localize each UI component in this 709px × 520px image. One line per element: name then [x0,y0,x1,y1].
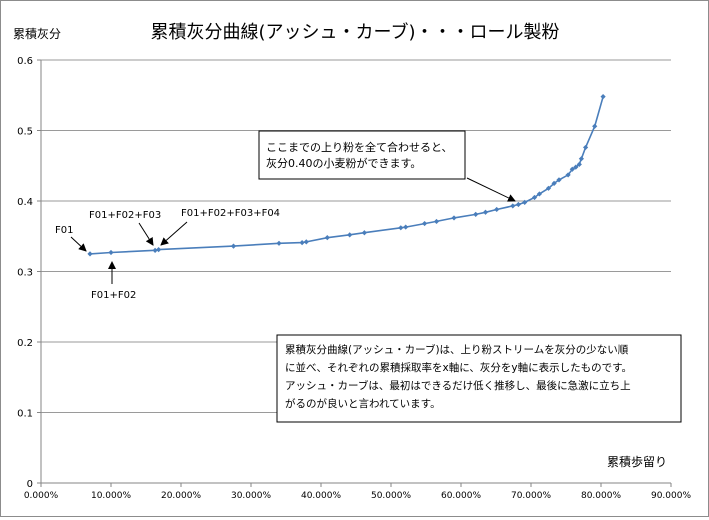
x-tick-label-1: 10.000% [91,491,131,501]
y-tick-label-6: 0.6 [17,56,33,67]
data-point-29 [573,164,579,170]
data-point-8 [324,235,330,241]
y-tick-label-1: 0.1 [17,409,33,420]
annotation-f01-f02-f03-f04: F01+F02+F03+F04 [181,208,280,219]
x-tick-label-7: 70.000% [511,491,551,501]
annotation-f01-f02-f03-arrow [138,222,154,246]
data-point-7 [303,239,309,245]
y-tick-label-3: 0.3 [17,268,33,279]
data-point-14 [433,218,440,225]
data-point-10 [361,230,367,236]
data-point-13 [422,220,428,227]
data-point-17 [482,209,489,215]
data-point-9 [347,232,353,238]
data-point-25 [551,180,557,186]
note-line-1: 累積灰分曲線(アッシュ・カーブ)は、上り粉ストリームを灰分の少ない順 [285,343,629,356]
annotation-f01-arrow [70,236,87,252]
y-tick-label-4: 0.4 [17,197,33,208]
data-point-16 [473,211,479,217]
x-tick-label-9: 90.000% [651,491,691,501]
tick-labels: 0 0.1 0.2 0.3 0.4 0.5 0.6 0.000% 10.000% 20.000% 3… [17,56,691,501]
data-point-26 [556,177,562,183]
x-axis-label: 累積歩留り [607,454,667,469]
data-point-5 [276,240,282,246]
data-point-33 [592,123,598,129]
data-point-3 [156,247,162,253]
x-tick-label-8: 80.000% [581,491,621,501]
data-point-6 [299,239,305,246]
data-point-28 [569,166,575,172]
callout-arrow [466,177,516,202]
note-box [276,334,682,423]
callout-line-2: 灰分0.40の小麦粉ができます。 [266,156,421,170]
data-point-24 [545,185,552,191]
x-tick-label-0: 0.000% [24,491,59,501]
x-tick-label-5: 50.000% [371,491,411,501]
data-point-4 [230,243,237,249]
data-point-15 [451,215,457,221]
y-tick-label-0: 0 [27,479,33,490]
data-point-18 [494,206,500,213]
callout: ここまでの上り粉を全て合わせると、 灰分0.40の小麦粉ができます。 [258,130,516,202]
data-point-31 [578,156,584,162]
annotation-f01: F01 [55,225,73,236]
data-point-2 [152,247,158,253]
data-point-20 [515,201,521,208]
y-axis-label: 累積灰分 [13,26,61,41]
x-tick-label-4: 40.000% [301,491,341,501]
axes [37,59,672,487]
data-point-11 [398,225,404,231]
callout-box [258,130,466,180]
annotation-f01-f02: F01+F02 [91,290,136,301]
chart-title: 累積灰分曲線(アッシュ・カーブ)・・・ロール製粉 [151,21,560,43]
data-point-21 [522,199,528,206]
data-point-1 [108,249,114,256]
y-tick-label-5: 0.5 [17,127,33,138]
y-tick-label-2: 0.2 [17,338,33,349]
x-tick-label-2: 20.000% [161,491,201,501]
data-point-27 [565,172,571,178]
note-line-4: がるのが良いと言われています。 [285,397,441,410]
data-point-19 [510,203,516,209]
x-tick-label-3: 30.000% [231,491,271,501]
annotation-f01-f02-f03-f04-arrow [160,221,188,246]
note-line-2: に並べ、それぞれの累積採取率をx軸に、灰分をy軸に表示したものです。 [285,361,632,374]
data-point-30 [576,161,582,167]
annotation-layer: F01 F01+F02 F01+F02+F03 F01+F02+F03+F04 [55,208,280,301]
series-layer [87,94,606,257]
annotation-f01-f02-f03: F01+F02+F03 [89,210,161,221]
data-point-34 [600,94,606,100]
note-line-3: アッシュ・カーブは、最初はできるだけ低く推移し、最後に急激に立ち上 [285,379,631,392]
callout-line-1: ここまでの上り粉を全て合わせると、 [266,140,453,154]
note: 累積灰分曲線(アッシュ・カーブ)は、上り粉ストリームを灰分の少ない順 に並べ、そ… [276,334,682,423]
data-point-12 [403,224,409,230]
data-point-0 [87,251,93,257]
x-tick-label-6: 60.000% [441,491,481,501]
data-point-22 [531,194,538,201]
data-point-23 [536,191,542,197]
data-point-32 [583,144,589,151]
